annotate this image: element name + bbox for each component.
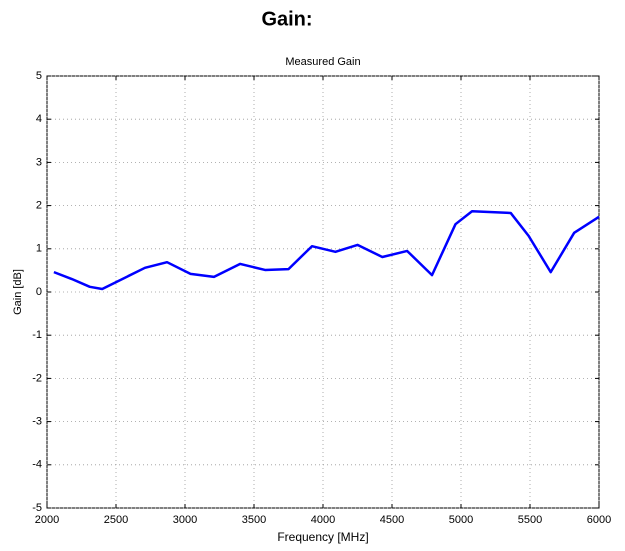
x-tick-label: 6000 <box>587 514 611 526</box>
x-tick-label: 5500 <box>518 514 542 526</box>
x-tick-label: 3000 <box>173 514 197 526</box>
y-tick-label: -1 <box>32 329 42 341</box>
y-axis-label: Gain [dB] <box>12 269 24 315</box>
y-tick-label: 0 <box>36 286 42 298</box>
x-tick-label: 2000 <box>35 514 59 526</box>
x-tick-label: 3500 <box>242 514 266 526</box>
heading: Gain: <box>261 8 312 30</box>
y-tick-label: 4 <box>36 113 42 125</box>
x-tick-label: 4000 <box>311 514 335 526</box>
y-tick-label: -2 <box>32 372 42 384</box>
x-tick-label: 4500 <box>380 514 404 526</box>
y-tick-label: -5 <box>32 502 42 514</box>
y-tick-label: 5 <box>36 70 42 82</box>
y-tick-label: -3 <box>32 416 42 428</box>
y-tick-label: 1 <box>36 243 42 255</box>
y-tick-label: -4 <box>32 459 42 471</box>
x-tick-label: 2500 <box>104 514 128 526</box>
y-tick-label: 2 <box>36 200 42 212</box>
x-tick-label: 5000 <box>449 514 473 526</box>
data-line <box>53 209 600 291</box>
chart-title: Measured Gain <box>285 56 360 68</box>
y-tick-label: 3 <box>36 156 42 168</box>
x-axis-label: Frequency [MHz] <box>277 530 368 544</box>
